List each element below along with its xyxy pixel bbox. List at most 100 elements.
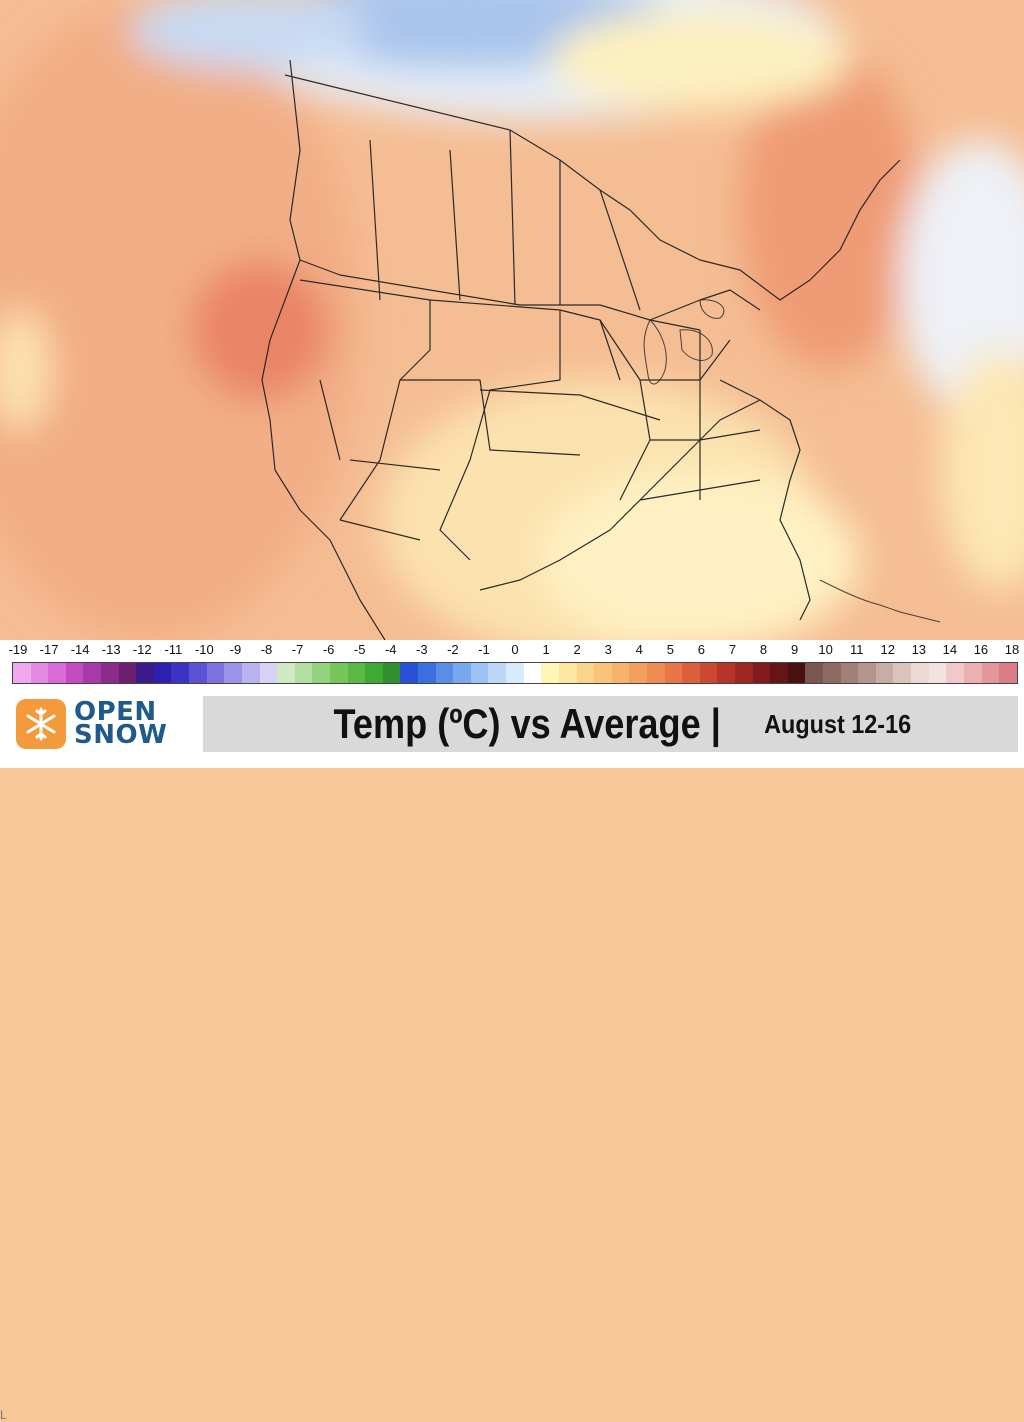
scale-swatch bbox=[488, 663, 507, 683]
scale-swatch bbox=[365, 663, 383, 683]
scale-tick-label: 0 bbox=[511, 642, 519, 657]
scale-tick-label: 9 bbox=[790, 642, 799, 657]
scale-swatch bbox=[277, 663, 295, 683]
scale-swatch bbox=[594, 663, 612, 683]
scale-swatch bbox=[946, 663, 964, 683]
scale-swatch bbox=[999, 663, 1017, 683]
page-title: Temp (ºC) vs Average | bbox=[333, 700, 721, 747]
scale-swatch bbox=[65, 663, 84, 683]
scale-tick-label: -7 bbox=[291, 642, 304, 657]
scale-tick-label: -8 bbox=[260, 642, 273, 657]
scale-tick-label: -6 bbox=[322, 642, 335, 657]
scale-swatch bbox=[400, 663, 419, 683]
snowflake-icon bbox=[16, 699, 66, 749]
scale-swatch bbox=[453, 663, 471, 683]
scale-swatch bbox=[418, 663, 436, 683]
scale-tick-label: -2 bbox=[447, 642, 459, 657]
scale-tick-label: 11 bbox=[849, 642, 864, 657]
temperature-anomaly-map bbox=[0, 0, 1024, 640]
opensnow-logo: OPEN SNOW bbox=[16, 696, 198, 752]
scale-tick-label: 18 bbox=[1004, 642, 1020, 657]
scale-swatch bbox=[523, 663, 542, 683]
color-scale: -19 -17 -14 -13 -12 -11 -10 -9 -8 -7 -6 -5 -4 -3 -2 -1 0… bbox=[0, 640, 1024, 690]
scale-swatch bbox=[435, 663, 454, 683]
scale-swatch bbox=[259, 663, 278, 683]
scale-tick-label: -10 bbox=[194, 642, 214, 657]
scale-tick-label: 10 bbox=[818, 642, 833, 657]
scale-tick-label: -14 bbox=[70, 642, 90, 657]
scale-swatch bbox=[734, 663, 753, 683]
scale-swatch bbox=[224, 663, 242, 683]
scale-swatch bbox=[48, 663, 66, 683]
scale-swatch bbox=[682, 663, 700, 683]
logo-text-open: OPEN bbox=[74, 697, 157, 727]
scale-swatch bbox=[241, 663, 260, 683]
scale-swatch bbox=[347, 663, 366, 683]
scale-swatch bbox=[189, 663, 207, 683]
scale-swatch bbox=[576, 663, 595, 683]
scale-swatch bbox=[312, 663, 330, 683]
scale-swatch bbox=[629, 663, 647, 683]
scale-tick-label: 14 bbox=[942, 642, 958, 657]
scale-swatch bbox=[470, 663, 489, 683]
scale-swatch bbox=[329, 663, 348, 683]
scale-tick-label: 1 bbox=[542, 642, 550, 657]
scale-swatch bbox=[30, 663, 49, 683]
scale-swatch bbox=[981, 663, 1000, 683]
scale-tick-label: -1 bbox=[478, 642, 490, 657]
scale-tick-label: 2 bbox=[573, 642, 581, 657]
footer: OPEN SNOW Temp (ºC) vs Average | August … bbox=[0, 690, 1024, 1422]
scale-swatch bbox=[823, 663, 841, 683]
scale-swatch bbox=[770, 663, 788, 683]
scale-swatch bbox=[646, 663, 665, 683]
scale-tick-label: -17 bbox=[39, 642, 59, 657]
scale-tick-label: 12 bbox=[880, 642, 895, 657]
scale-swatch bbox=[717, 663, 735, 683]
scale-swatch bbox=[136, 663, 154, 683]
scale-swatch bbox=[294, 663, 313, 683]
scale-tick-label: 8 bbox=[759, 642, 768, 657]
scale-tick-label: 16 bbox=[973, 642, 989, 657]
scale-swatch bbox=[171, 663, 190, 683]
scale-swatch bbox=[911, 663, 929, 683]
scale-swatch bbox=[963, 663, 982, 683]
scale-swatch bbox=[13, 663, 31, 683]
scale-tick-label: 13 bbox=[911, 642, 927, 657]
scale-swatch bbox=[611, 663, 630, 683]
date-range: August 12-16 bbox=[764, 708, 912, 739]
scale-tick-label: 6 bbox=[697, 642, 705, 657]
scale-swatch bbox=[558, 663, 577, 683]
scale-tick-label: 3 bbox=[604, 642, 612, 657]
scale-swatch bbox=[83, 663, 102, 683]
scale-swatch bbox=[875, 663, 894, 683]
scale-tick-label: -11 bbox=[164, 642, 183, 657]
scale-swatch bbox=[928, 663, 947, 683]
scale-tick-label: 5 bbox=[666, 642, 674, 657]
scale-swatch bbox=[206, 663, 225, 683]
scale-swatch bbox=[664, 663, 683, 683]
scale-swatch bbox=[153, 663, 172, 683]
scale-swatch bbox=[840, 663, 859, 683]
scale-swatch bbox=[787, 663, 806, 683]
scale-swatch bbox=[382, 663, 401, 683]
scale-tick-label: -13 bbox=[101, 642, 121, 657]
edge-letter: L bbox=[0, 1408, 7, 1422]
scale-tick-label: 7 bbox=[728, 642, 737, 657]
scale-labels: -19 -17 -14 -13 -12 -11 -10 -9 -8 -7 -6 -5 -4 -3 -2 -1 0… bbox=[8, 642, 1020, 662]
scale-bar bbox=[12, 662, 1018, 684]
scale-tick-label: -5 bbox=[353, 642, 366, 657]
scale-swatch bbox=[118, 663, 137, 683]
scale-swatch bbox=[752, 663, 771, 683]
title-banner: Temp (ºC) vs Average | August 12-16 bbox=[203, 696, 1018, 752]
scale-tick-label: -4 bbox=[384, 642, 397, 657]
scale-swatch bbox=[506, 663, 524, 683]
logo-text-snow: SNOW bbox=[74, 720, 168, 750]
scale-tick-label: -12 bbox=[132, 642, 152, 657]
scale-tick-label: -3 bbox=[416, 642, 428, 657]
scale-swatch bbox=[541, 663, 559, 683]
scale-tick-label: -19 bbox=[8, 642, 28, 657]
scale-swatch bbox=[858, 663, 876, 683]
scale-swatch bbox=[101, 663, 119, 683]
scale-swatch bbox=[699, 663, 718, 683]
scale-tick-label: 4 bbox=[635, 642, 643, 657]
